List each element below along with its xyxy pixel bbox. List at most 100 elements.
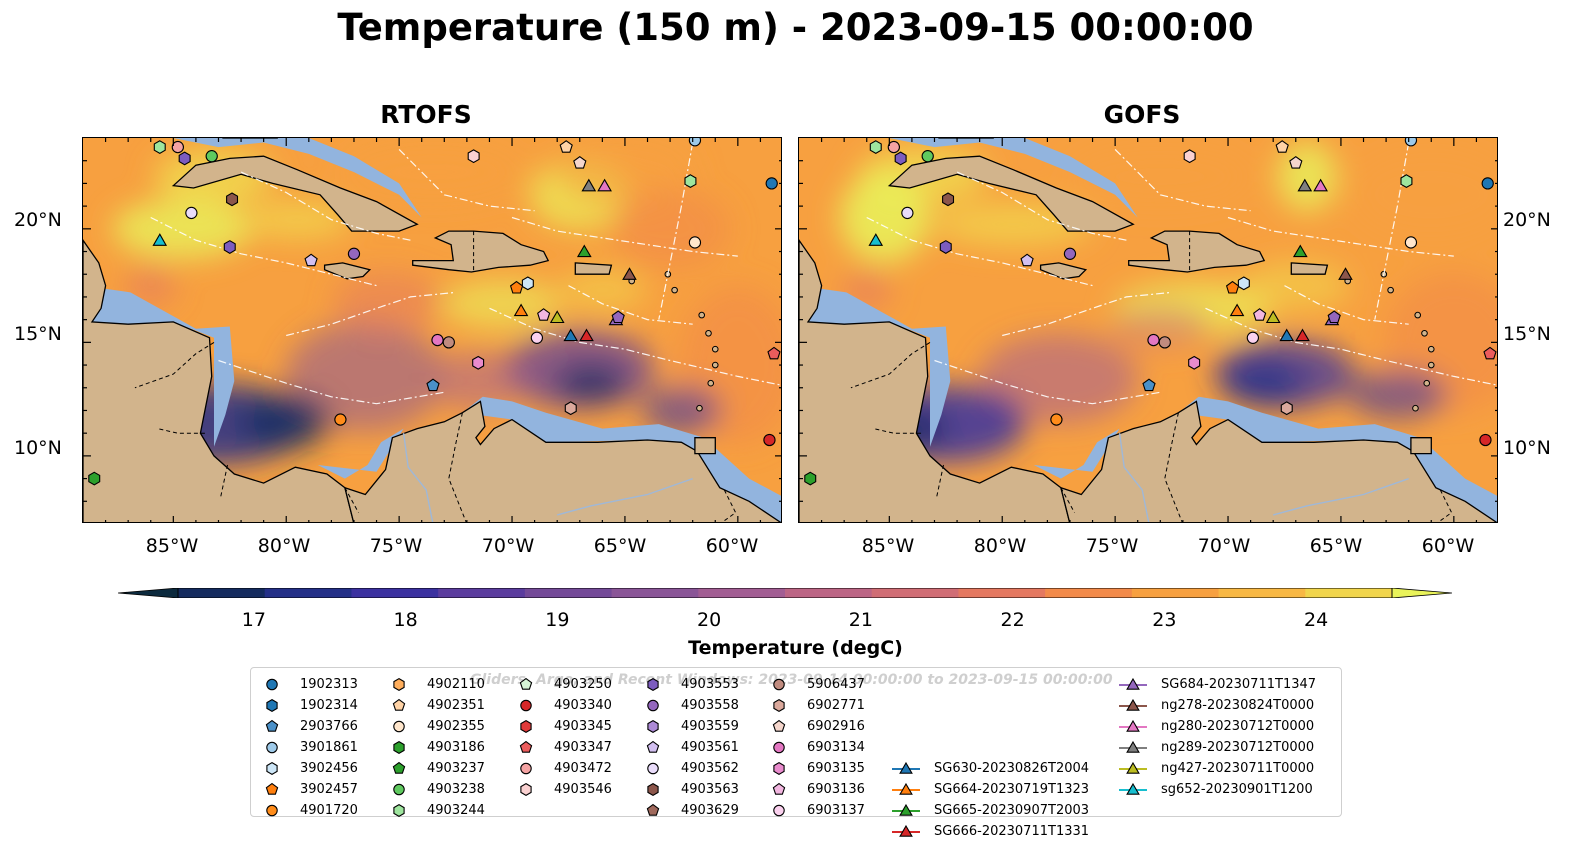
colorbar-extend-high [1391, 587, 1453, 599]
island [1427, 345, 1435, 353]
legend-label: 4903472 [554, 761, 612, 776]
legend-marker [266, 698, 278, 713]
x-tick-label: 80°W [257, 535, 311, 557]
legend-label: 4903345 [554, 719, 612, 734]
platform-marker [171, 140, 184, 154]
y-tick-label-right: 10°N [1503, 437, 1551, 459]
eez-boundary [286, 291, 456, 337]
x-tick-label: 80°W [973, 535, 1027, 557]
legend-marker [647, 699, 659, 712]
platform-marker [1158, 336, 1171, 349]
platform-marker [472, 355, 485, 370]
island [705, 329, 712, 337]
land-puertoRico [1290, 262, 1329, 275]
x-tick-label: 65°W [593, 535, 647, 557]
colorbar-segment [351, 588, 439, 598]
island [1414, 311, 1422, 319]
platform-marker [1327, 310, 1341, 324]
legend-label: 5906437 [807, 677, 865, 692]
colorbar-segment [1131, 588, 1220, 598]
legend-marker [1126, 677, 1140, 690]
legend-label: 4902351 [427, 698, 485, 713]
colorbar-segment [1218, 588, 1306, 598]
legend-label: 4903237 [427, 761, 485, 776]
legend-label: 4903250 [554, 677, 612, 692]
platform-marker [597, 178, 612, 192]
legend-label: 6903134 [807, 740, 865, 755]
colorbar-segment [785, 588, 873, 598]
y-tick-label-right: 20°N [1503, 209, 1551, 231]
legend-marker [266, 678, 278, 691]
eez-boundary [240, 171, 411, 241]
platform-marker [1188, 355, 1201, 370]
eez-boundary [1284, 285, 1409, 325]
legend-marker [266, 741, 278, 754]
platform-marker [1275, 140, 1289, 153]
border-line [721, 489, 737, 522]
land-centralAmerica [799, 239, 1071, 522]
legend-label: SG664-20230719T1323 [934, 782, 1090, 797]
platform-marker [1289, 156, 1303, 169]
platform-marker [1481, 177, 1494, 190]
legend-label: ng427-20230711T0000 [1161, 761, 1315, 776]
land-hispaniola [1128, 230, 1266, 273]
colorbar-tick-label: 23 [1152, 609, 1177, 631]
legend-label: 3902456 [300, 761, 358, 776]
x-tick-label: 65°W [1309, 535, 1363, 557]
platform-marker [304, 253, 318, 267]
platform-marker [1404, 236, 1418, 249]
legend-label: 4901720 [300, 803, 358, 818]
river [1118, 433, 1150, 522]
legend-label: 3902457 [300, 782, 358, 797]
legend-label: SG666-20230711T1331 [934, 824, 1090, 839]
colorbar-label: Temperature (degC) [688, 637, 903, 659]
legend-label: SG684-20230711T1347 [1161, 677, 1317, 692]
legend-label: 4902355 [427, 719, 485, 734]
y-tick-label-left: 15°N [14, 323, 62, 345]
island [1421, 329, 1428, 337]
legend-label: 1902313 [300, 677, 358, 692]
island [711, 361, 719, 369]
legend-marker [266, 761, 278, 776]
legend-label: 4903563 [681, 782, 739, 797]
legend-marker [392, 761, 406, 774]
platform-marker [1229, 303, 1245, 317]
land-trinidad [694, 437, 716, 455]
platform-marker [347, 247, 361, 260]
legend-marker [773, 741, 785, 754]
legend-marker [393, 677, 405, 692]
eez-boundary [1114, 148, 1251, 212]
platform-marker [1246, 331, 1260, 344]
eez-boundary [1227, 216, 1454, 257]
legend-label: 4903558 [681, 698, 739, 713]
platform-marker [939, 240, 952, 254]
eez-boundary [489, 307, 781, 386]
legend-label: 6902771 [807, 698, 865, 713]
platform-marker [1297, 178, 1313, 192]
platform-marker [804, 471, 817, 486]
platform-marker [88, 471, 101, 486]
legend-marker [519, 740, 533, 753]
legend-label: ng289-20230712T0000 [1161, 740, 1315, 755]
platform-marker [688, 138, 702, 147]
land-hispaniola [412, 230, 550, 273]
platform-marker [1237, 276, 1250, 291]
legend-label: 4903546 [554, 782, 612, 797]
legend-marker [520, 699, 532, 712]
platform-marker [1225, 280, 1240, 294]
platform-marker [765, 177, 778, 190]
colorbar-segment [438, 588, 526, 598]
platform-marker [442, 336, 455, 349]
platform-marker [178, 151, 191, 166]
border-line [134, 341, 215, 389]
map-rtofs [83, 138, 781, 522]
colorbar-segment [611, 588, 699, 598]
legend-marker [520, 762, 532, 775]
platform-marker [431, 333, 444, 347]
x-tick-label: 70°W [1197, 535, 1251, 557]
legend-marker [520, 719, 532, 734]
x-tick-label: 70°W [481, 535, 535, 557]
legend-marker [773, 678, 785, 691]
island [1427, 361, 1435, 369]
colorbar-tick-label: 17 [241, 609, 266, 631]
